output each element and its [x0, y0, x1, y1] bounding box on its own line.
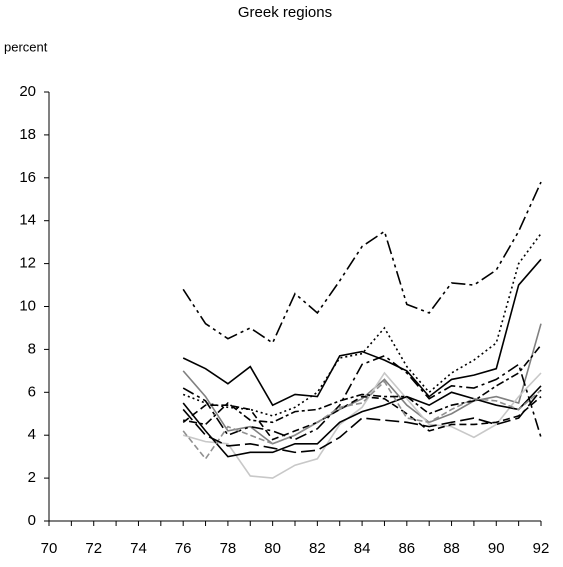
y-tick-label: 10	[19, 297, 36, 314]
x-tick-label: 74	[130, 540, 147, 557]
x-tick-label: 78	[220, 540, 237, 557]
line-series	[182, 395, 542, 441]
line-series	[182, 258, 542, 407]
y-axis-label: percent	[4, 39, 48, 54]
x-tick-label: 80	[264, 540, 281, 557]
y-tick-label: 2	[28, 469, 36, 486]
line-series	[183, 344, 542, 426]
line-series	[182, 380, 542, 461]
y-tick-label: 18	[19, 126, 36, 143]
y-tick-label: 0	[28, 512, 36, 529]
x-tick-label: 70	[41, 540, 58, 557]
x-tick-label: 88	[443, 540, 460, 557]
x-tick-label: 90	[488, 540, 505, 557]
x-tick-label: 72	[85, 540, 102, 557]
y-tick-label: 8	[28, 340, 36, 357]
y-tick-label: 4	[28, 426, 36, 443]
y-tick-label: 6	[28, 383, 36, 400]
y-tick-label: 12	[19, 255, 36, 272]
x-tick-label: 86	[398, 540, 415, 557]
x-tick-label: 82	[309, 540, 326, 557]
line-series	[182, 354, 542, 441]
x-tick-label: 92	[533, 540, 550, 557]
y-tick-label: 16	[19, 169, 36, 186]
line-series	[182, 323, 542, 445]
y-tick-label: 20	[19, 83, 36, 100]
x-tick-label: 84	[354, 540, 371, 557]
y-tick-label: 14	[19, 212, 36, 229]
line-series	[182, 389, 542, 454]
line-series	[182, 385, 542, 458]
line-series	[182, 181, 542, 345]
line-series	[182, 233, 542, 417]
line-series	[182, 371, 542, 479]
chart-title: Greek regions	[238, 4, 332, 21]
x-tick-label: 76	[175, 540, 192, 557]
